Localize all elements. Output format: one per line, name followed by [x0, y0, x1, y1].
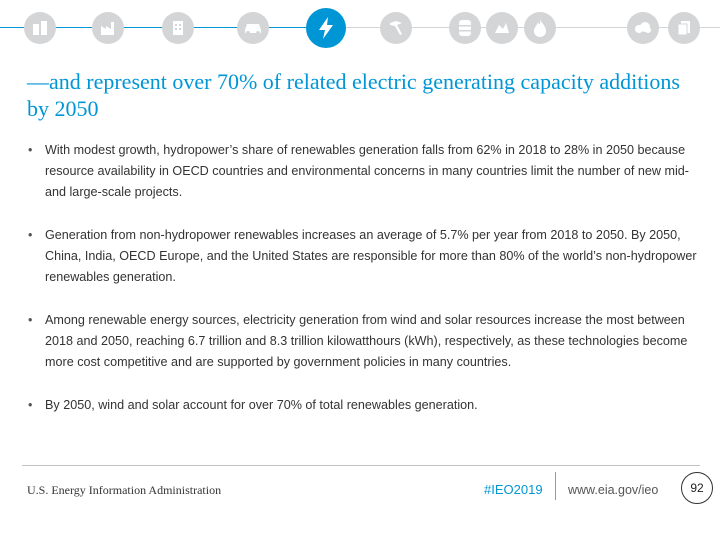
oil-barrel-icon[interactable] — [449, 12, 481, 44]
electricity-icon[interactable] — [306, 8, 346, 48]
bullet-dot: • — [28, 398, 33, 412]
bullet-dot: • — [28, 143, 33, 157]
footer-hashtag[interactable]: #IEO2019 — [484, 482, 543, 497]
transportation-icon[interactable] — [237, 12, 269, 44]
bullet-item: • With modest growth, hydropower’s share … — [27, 140, 697, 203]
refinery-icon[interactable] — [380, 12, 412, 44]
bullet-item: • Generation from non-hydropower renewabl… — [27, 225, 697, 288]
footer-divider-line — [22, 465, 700, 466]
bullet-text: By 2050, wind and solar account for over… — [45, 398, 478, 412]
footer-vertical-divider — [555, 472, 556, 500]
footer-url-link[interactable]: www.eia.gov/ieo — [568, 483, 659, 497]
icon-bar-line — [0, 27, 720, 28]
bullet-dot: • — [28, 228, 33, 242]
bullet-dot: • — [28, 313, 33, 327]
footer-organization: U.S. Energy Information Administration — [27, 483, 222, 497]
bullet-text: Among renewable energy sources, electric… — [45, 313, 688, 369]
documents-icon[interactable] — [668, 12, 700, 44]
emissions-icon[interactable] — [627, 12, 659, 44]
bullet-text: With modest growth, hydropower’s share o… — [45, 143, 689, 199]
bullet-text: Generation from non-hydropower renewable… — [45, 228, 697, 284]
icon-bar-progress-line — [0, 27, 320, 28]
slide-title: —and represent over 70% of related elect… — [27, 69, 680, 121]
coal-icon[interactable] — [486, 12, 518, 44]
industry-icon[interactable] — [92, 12, 124, 44]
page-number: 92 — [681, 472, 713, 504]
buildings-icon[interactable] — [24, 12, 56, 44]
icon-navigation-bar — [0, 0, 720, 58]
bullet-item: • Among renewable energy sources, electri… — [27, 310, 697, 373]
commercial-icon[interactable] — [162, 12, 194, 44]
bullet-item: • By 2050, wind and solar account for ove… — [27, 395, 697, 416]
natural-gas-flame-icon[interactable] — [524, 12, 556, 44]
bullet-list: • With modest growth, hydropower’s share … — [27, 140, 697, 438]
